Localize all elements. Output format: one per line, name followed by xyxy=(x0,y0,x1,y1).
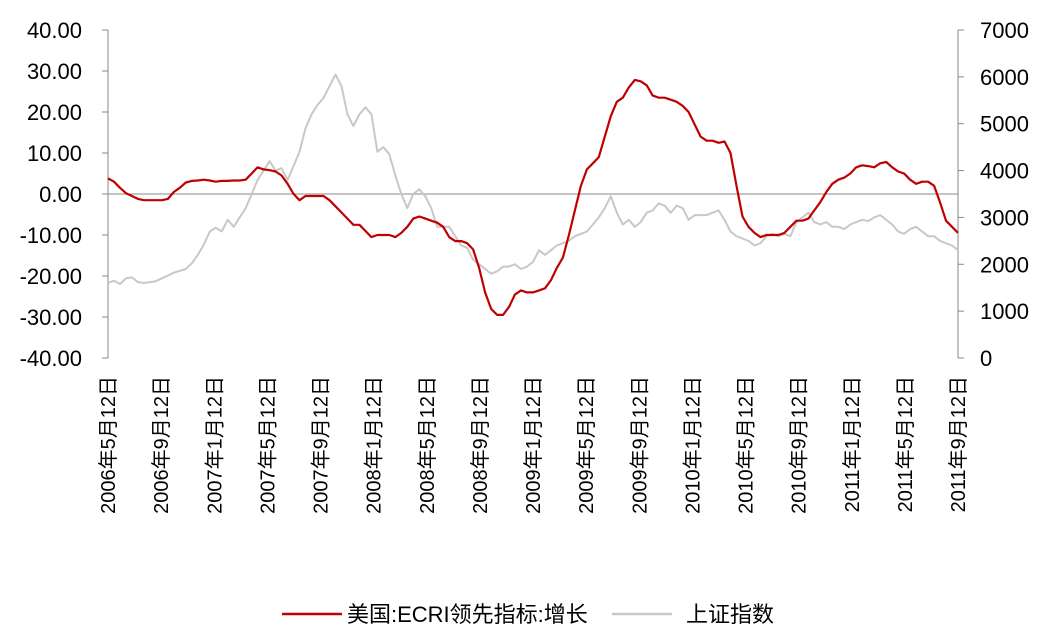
x-tick-label: 2011年9月12日 xyxy=(947,376,970,512)
x-tick-label: 2007年5月12日 xyxy=(256,376,279,514)
axes xyxy=(107,30,959,358)
left-tick-label: -10.00 xyxy=(20,223,82,248)
shanghai-index-line xyxy=(107,73,959,285)
series-layer xyxy=(107,73,959,316)
x-tick-label: 2009年1月12日 xyxy=(522,376,545,514)
left-tick-label: -30.00 xyxy=(20,305,82,330)
left-tick-label: 40.00 xyxy=(27,18,82,43)
legend-label: 美国:ECRI领先指标:增长 xyxy=(347,602,588,627)
right-tick-label: 1000 xyxy=(980,299,1029,324)
x-tick-label: 2010年1月12日 xyxy=(681,376,704,514)
right-tick-label: 7000 xyxy=(980,18,1029,43)
x-tick-label: 2006年5月12日 xyxy=(97,376,120,514)
ecri-line xyxy=(107,78,959,316)
left-tick-label: 30.00 xyxy=(27,59,82,84)
x-tick-label: 2010年5月12日 xyxy=(735,376,758,514)
x-tick-label: 2009年9月12日 xyxy=(628,376,651,514)
left-axis: 40.00 30.00 20.00 10.00 0.00 -10.00 -20.00 -30.… xyxy=(20,18,108,371)
right-axis: 7000 6000 5000 4000 3000 2000 1000 0 xyxy=(958,18,1029,371)
left-tick-label: -20.00 xyxy=(20,264,82,289)
x-axis: 2006年5月12日 2006年9月12日 2007年1月12日 2007年5月12日… xyxy=(97,376,970,514)
right-tick-label: 4000 xyxy=(980,159,1029,184)
x-tick-label: 2011年1月12日 xyxy=(841,376,864,512)
right-tick-label: 0 xyxy=(980,346,992,371)
legend-label: 上证指数 xyxy=(686,602,774,627)
right-tick-label: 6000 xyxy=(980,65,1029,90)
x-tick-label: 2008年9月12日 xyxy=(469,376,492,514)
right-tick-label: 2000 xyxy=(980,252,1029,277)
x-tick-label: 2008年5月12日 xyxy=(416,376,439,514)
left-tick-label: 0.00 xyxy=(39,182,82,207)
x-tick-label: 2007年1月12日 xyxy=(203,376,226,514)
right-tick-label: 5000 xyxy=(980,112,1029,137)
x-tick-label: 2011年5月12日 xyxy=(894,376,917,512)
left-tick-label: 10.00 xyxy=(27,141,82,166)
left-tick-label: -40.00 xyxy=(20,346,82,371)
x-tick-label: 2007年9月12日 xyxy=(310,376,333,514)
x-tick-label: 2008年1月12日 xyxy=(363,376,386,514)
left-tick-label: 20.00 xyxy=(27,100,82,125)
legend: 美国:ECRI领先指标:增长 上证指数 xyxy=(282,602,774,627)
x-tick-label: 2010年9月12日 xyxy=(788,376,811,514)
right-tick-label: 3000 xyxy=(980,205,1029,230)
x-tick-label: 2006年9月12日 xyxy=(150,376,173,514)
x-tick-label: 2009年5月12日 xyxy=(575,376,598,514)
